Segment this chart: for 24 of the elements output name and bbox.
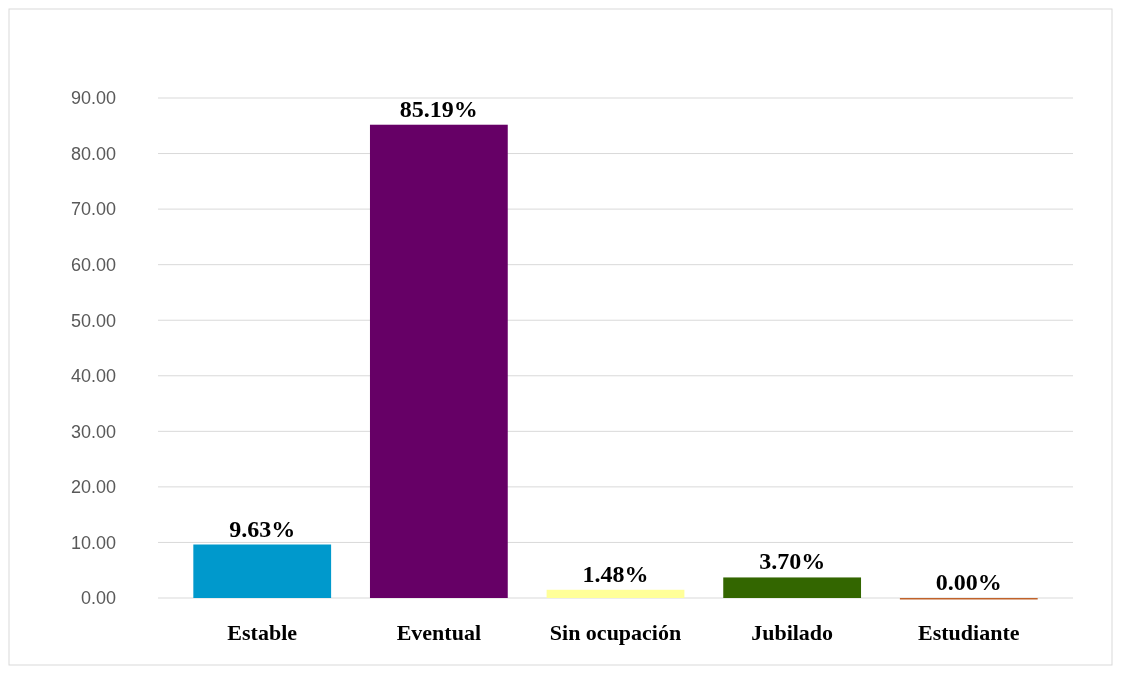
y-tick-label: 90.00 xyxy=(70,88,116,109)
y-tick-label: 40.00 xyxy=(70,366,116,387)
y-tick-label: 30.00 xyxy=(70,421,116,442)
y-tick-label: 10.00 xyxy=(70,532,116,553)
bar xyxy=(546,589,685,598)
data-label: 9.63% xyxy=(229,515,296,542)
y-tick-label: 50.00 xyxy=(70,310,116,331)
x-tick-label: Eventual xyxy=(396,620,482,645)
data-label: 3.70% xyxy=(759,548,826,575)
data-label: 85.19% xyxy=(399,95,478,122)
data-label: 1.48% xyxy=(582,560,649,587)
bar xyxy=(723,577,862,598)
y-tick-label: 0.00 xyxy=(80,588,116,609)
x-tick-label: Jubilado xyxy=(751,620,834,645)
x-tick-label: Estable xyxy=(227,620,298,645)
y-tick-label: 20.00 xyxy=(70,477,116,498)
y-tick-label: 70.00 xyxy=(70,199,116,220)
data-label: 0.00% xyxy=(935,569,1002,595)
y-tick-label: 60.00 xyxy=(70,254,116,275)
x-tick-label: Sin ocupación xyxy=(549,620,682,645)
bar xyxy=(369,124,508,598)
bar xyxy=(193,544,332,598)
y-tick-label: 80.00 xyxy=(70,143,116,164)
x-tick-label: Estudiante xyxy=(918,620,1020,645)
